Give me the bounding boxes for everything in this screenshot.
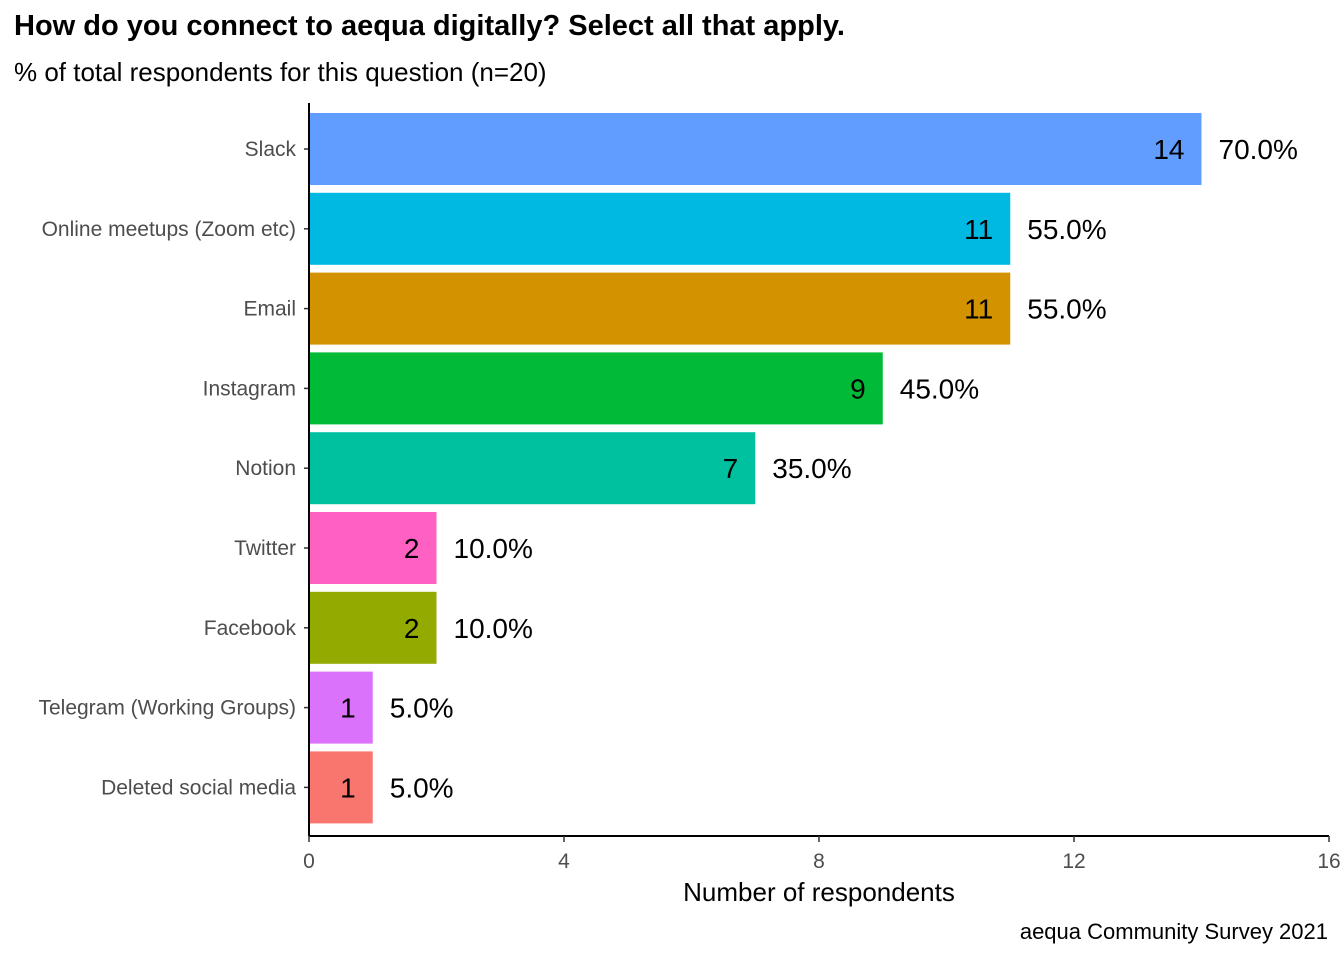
- bar-twitter: [309, 512, 437, 584]
- bar-percent-label-facebook: 10.0%: [454, 613, 533, 644]
- bar-percent-label-deleted-social-media: 5.0%: [390, 772, 454, 803]
- bar-online-meetups-zoom-etc: [309, 192, 1011, 265]
- bar-telegram-working-groups: [309, 671, 373, 744]
- bar-value-label-instagram: 9: [850, 373, 866, 404]
- bar-value-label-facebook: 2: [404, 613, 420, 644]
- bar-value-label-twitter: 2: [404, 533, 420, 564]
- bar-facebook: [309, 591, 437, 664]
- bar-percent-label-email: 55.0%: [1027, 294, 1106, 325]
- category-label-online-meetups-zoom-etc: Online meetups (Zoom etc): [42, 218, 296, 241]
- x-axis-title: Number of respondents: [683, 877, 955, 907]
- axes-layer: Slack Online meetups (Zoom etc) Email Insta…: [38, 103, 1341, 873]
- bar-deleted-social-media: [309, 751, 373, 824]
- chart-caption: aequa Community Survey 2021: [1019, 919, 1328, 944]
- x-tick-label-4: 4: [558, 850, 570, 873]
- bar-percent-label-notion: 35.0%: [772, 453, 851, 484]
- chart-subtitle: % of total respondents for this question…: [14, 57, 547, 87]
- bar-percent-label-telegram-working-groups: 5.0%: [390, 693, 454, 724]
- category-label-slack: Slack: [245, 138, 297, 161]
- bar-value-label-telegram-working-groups: 1: [340, 693, 356, 724]
- bar-value-label-email: 11: [964, 294, 993, 325]
- bar-value-label-deleted-social-media: 1: [340, 772, 356, 803]
- category-label-deleted-social-media: Deleted social media: [101, 776, 296, 799]
- bar-value-label-slack: 14: [1153, 134, 1184, 165]
- bar-instagram: [309, 352, 883, 425]
- category-label-twitter: Twitter: [234, 537, 296, 560]
- bar-slack: [309, 113, 1202, 185]
- bar-percent-label-online-meetups-zoom-etc: 55.0%: [1027, 214, 1106, 245]
- x-tick-label-12: 12: [1062, 850, 1085, 873]
- category-label-facebook: Facebook: [204, 617, 297, 640]
- bar-percent-label-instagram: 45.0%: [900, 373, 979, 404]
- category-label-notion: Notion: [235, 457, 296, 480]
- x-tick-label-8: 8: [813, 850, 825, 873]
- bar-percent-label-slack: 70.0%: [1219, 134, 1298, 165]
- bar-email: [309, 272, 1011, 345]
- bar-percent-label-twitter: 10.0%: [454, 533, 533, 564]
- bars-layer: 14 70.0%11 55.0%11 55.0%9 45.0%7 35.0%2 10.0%2…: [309, 113, 1298, 824]
- x-tick-label-16: 16: [1317, 850, 1340, 873]
- category-label-telegram-working-groups: Telegram (Working Groups): [38, 697, 296, 720]
- chart-title: How do you connect to aequa digitally? S…: [14, 10, 845, 42]
- bar-value-label-online-meetups-zoom-etc: 11: [964, 214, 993, 245]
- category-label-instagram: Instagram: [203, 377, 296, 400]
- category-label-email: Email: [243, 298, 296, 321]
- bar-notion: [309, 432, 756, 505]
- bar-value-label-notion: 7: [723, 453, 739, 484]
- x-tick-label-0: 0: [303, 850, 315, 873]
